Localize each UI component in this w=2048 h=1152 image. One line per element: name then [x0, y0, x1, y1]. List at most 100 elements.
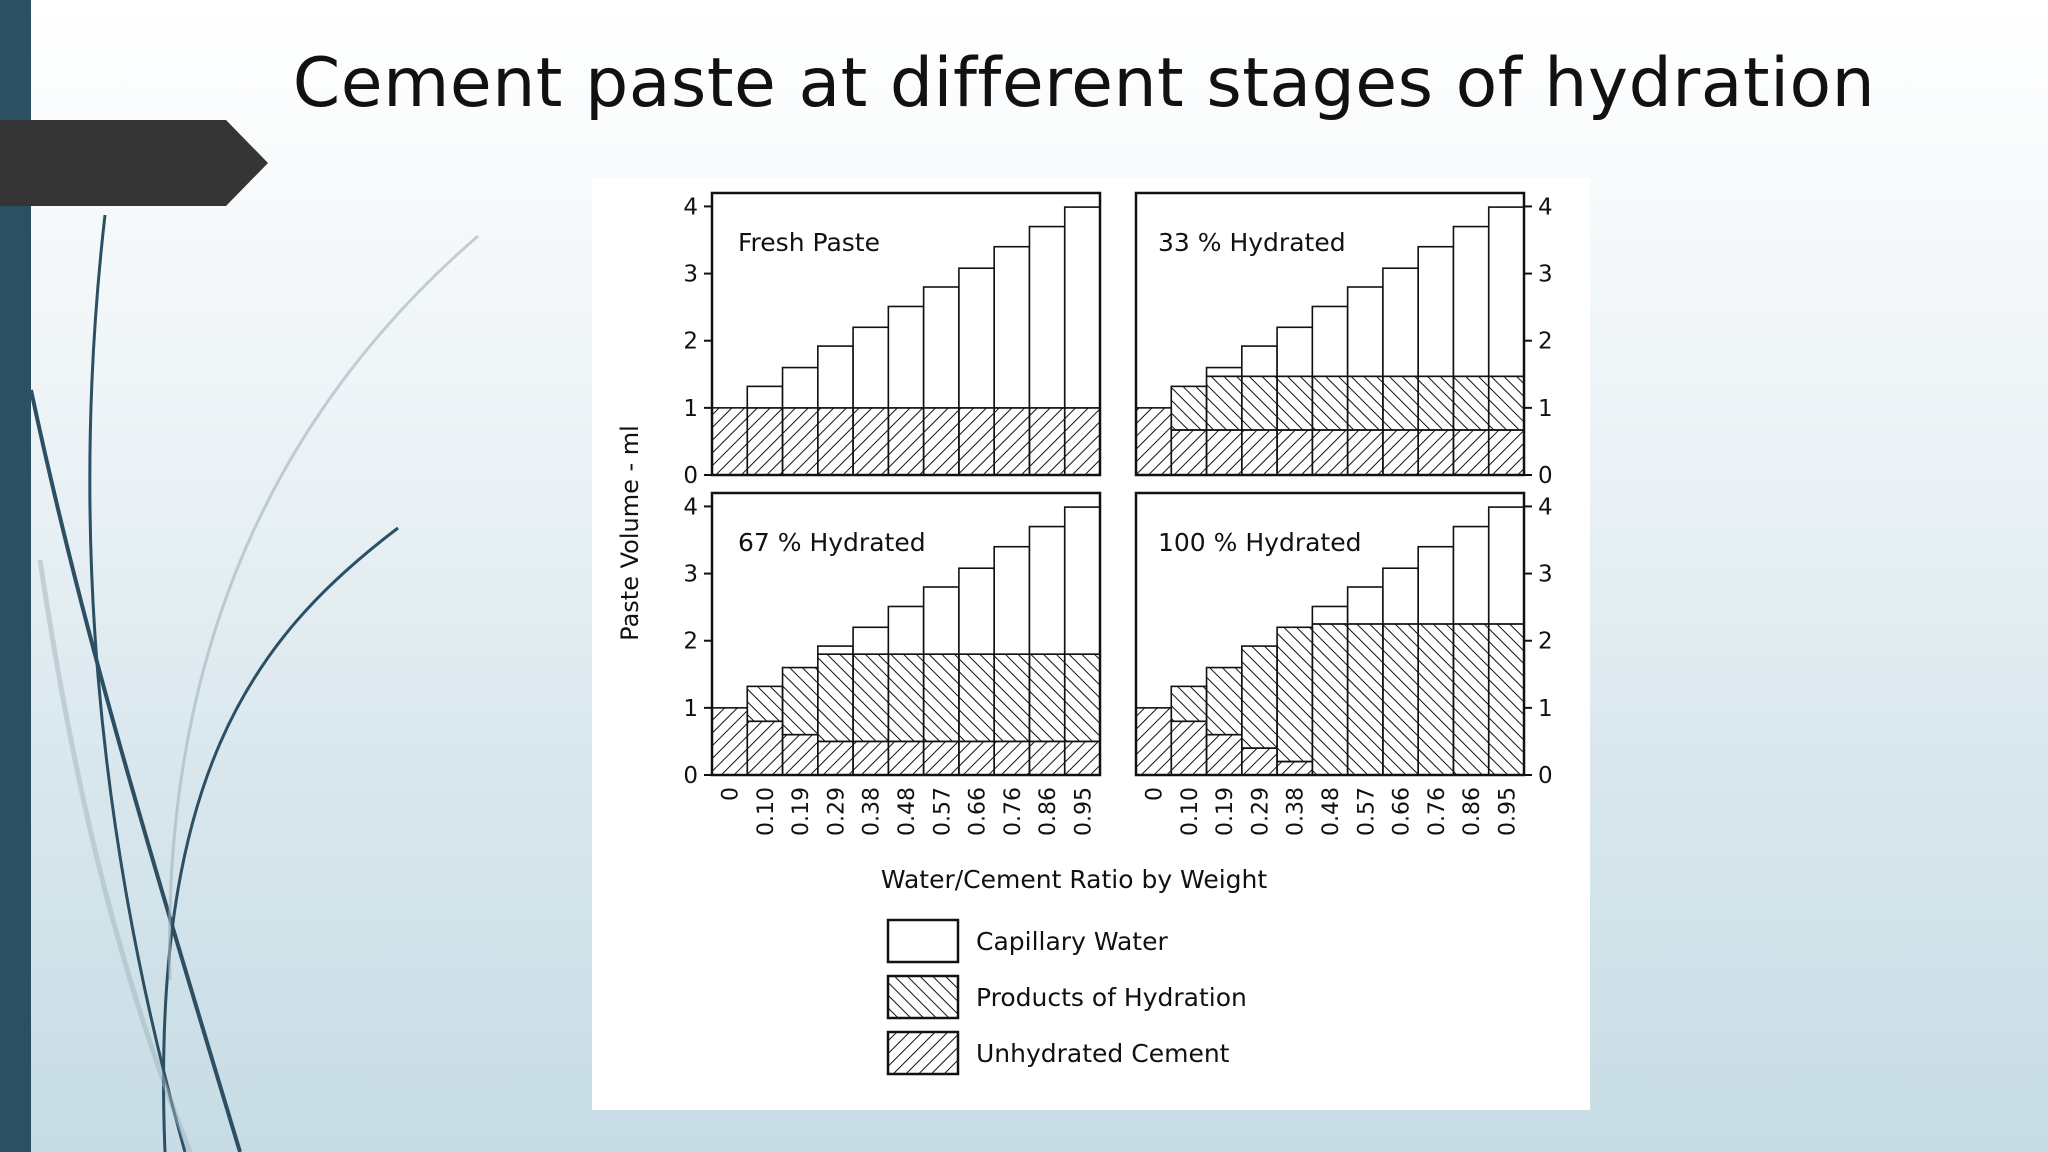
bar-unhydrated-4-4: [1276, 760, 1314, 776]
bar-products-4-7: [1382, 623, 1419, 776]
bar-capillary-1-3: [817, 345, 854, 409]
bar-unhydrated-3-3: [817, 740, 854, 776]
bar-products-2-6: [1346, 375, 1384, 431]
x-tick-label: 0.95: [1071, 787, 1096, 836]
panel-title: 100 % Hydrated: [1158, 528, 1361, 557]
x-tick-label: 0.66: [966, 787, 991, 836]
bar-capillary-1-4: [852, 326, 890, 409]
bar-products-2-2: [1205, 375, 1243, 431]
bar-capillary-3-7: [958, 567, 995, 655]
x-tick-label: 0.10: [754, 787, 779, 836]
bar-products-4-2: [1205, 666, 1243, 736]
tab-arrow-shape: [0, 120, 268, 206]
bar-unhydrated-3-4: [852, 740, 890, 776]
bar-capillary-4-7: [1382, 567, 1419, 625]
bar-capillary-4-6: [1346, 586, 1384, 625]
bar-unhydrated-3-7: [958, 740, 995, 776]
bar-products-2-1: [1170, 385, 1208, 431]
bar-capillary-1-2: [781, 366, 819, 409]
bar-products-2-5: [1311, 375, 1349, 431]
bar-capillary-2-3: [1241, 345, 1278, 378]
bar-unhydrated-2-10: [1487, 429, 1525, 476]
bar-capillary-2-8: [1417, 245, 1455, 378]
bar-unhydrated-4-1: [1170, 720, 1208, 776]
bar-capillary-1-7: [958, 267, 995, 409]
bar-unhydrated-2-7: [1382, 429, 1419, 476]
x-tick-label: 0.29: [1248, 787, 1273, 836]
panel-3: 0 1 2 3 4 67 % Hydrated 0 0.10 0.19 0.29 0.38 0.48 0…: [683, 491, 1102, 836]
legend-swatch-capillary: [886, 918, 960, 964]
x-tick-label: 0.48: [1319, 787, 1344, 836]
bar-capillary-1-10: [1063, 206, 1101, 409]
bar-products-2-10: [1487, 375, 1525, 431]
y-axis-label: Paste Volume - ml: [616, 425, 644, 641]
bar-unhydrated-3-10: [1063, 740, 1101, 776]
x-tick-label: 0.57: [930, 787, 955, 836]
y-tick-label: 2: [1538, 329, 1553, 355]
panel-frame: [1134, 491, 1526, 777]
x-tick-label: 0.29: [824, 787, 849, 836]
panel-frame: [710, 491, 1102, 777]
x-tick-label: 0.76: [1001, 787, 1026, 836]
x-tick-label: 0.38: [860, 787, 885, 836]
bar-products-4-10: [1487, 623, 1525, 776]
hydration-figure: 0 1 2 3 4 Fresh Paste 0 1 2 3 4 33 % Hydrated 0 1 2 3 4 6…: [592, 178, 1590, 1110]
bar-unhydrated-1-1: [746, 407, 784, 476]
bar-capillary-4-8: [1417, 545, 1455, 625]
x-tick-label: 0.57: [1354, 787, 1379, 836]
x-tick-label: 0.10: [1178, 787, 1203, 836]
y-tick-label: 2: [683, 629, 698, 655]
y-tick-label: 3: [1538, 562, 1553, 588]
y-tick-label: 0: [1538, 463, 1553, 489]
bar-products-2-4: [1276, 375, 1314, 431]
slide-title: Cement paste at different stages of hydr…: [292, 44, 1876, 123]
legend-label-unhydrated: Unhydrated Cement: [976, 1039, 1230, 1068]
bar-unhydrated-2-4: [1276, 429, 1314, 476]
bar-products-3-3: [817, 653, 854, 743]
bar-products-4-3: [1241, 645, 1278, 749]
x-tick-label: 0.86: [1460, 787, 1485, 836]
bar-capillary-3-5: [887, 605, 925, 655]
bar-unhydrated-1-5: [887, 407, 925, 476]
x-tick-label: 0.19: [789, 787, 814, 836]
bar-unhydrated-1-0: [711, 407, 749, 476]
bar-capillary-2-7: [1382, 267, 1419, 378]
bar-products-3-6: [922, 653, 960, 743]
bar-unhydrated-2-6: [1346, 429, 1384, 476]
bar-unhydrated-2-1: [1170, 429, 1208, 476]
y-tick-label: 1: [1538, 696, 1553, 722]
legend: Capillary Water Products of Hydration Unhy…: [886, 918, 1247, 1076]
legend-label-capillary: Capillary Water: [976, 927, 1168, 956]
y-tick-label: 4: [1538, 194, 1553, 220]
bar-capillary-1-5: [887, 305, 925, 409]
bar-capillary-3-10: [1063, 506, 1101, 655]
bar-unhydrated-1-2: [781, 407, 819, 476]
bar-products-3-8: [993, 653, 1031, 743]
panel-4: 0 1 2 3 4 100 % Hydrated 0 0.10 0.19 0.29 0.38 0.48…: [1134, 491, 1553, 836]
bar-products-4-4: [1276, 626, 1314, 763]
y-tick-label: 2: [1538, 629, 1553, 655]
bar-capillary-2-4: [1276, 326, 1314, 378]
bar-capillary-3-4: [852, 626, 890, 655]
legend-label-products: Products of Hydration: [976, 983, 1247, 1012]
bar-products-3-5: [887, 653, 925, 743]
bar-capillary-2-10: [1487, 206, 1525, 378]
y-tick-label: 0: [683, 763, 698, 789]
bar-unhydrated-2-5: [1311, 429, 1349, 476]
bar-capillary-2-5: [1311, 305, 1349, 378]
bar-unhydrated-3-5: [887, 740, 925, 776]
bar-unhydrated-3-8: [993, 740, 1031, 776]
y-tick-label: 4: [683, 194, 698, 220]
bar-unhydrated-4-3: [1241, 747, 1278, 776]
panel-2: 0 1 2 3 4 33 % Hydrated: [1134, 191, 1553, 489]
bar-capillary-2-2: [1205, 366, 1243, 378]
bar-unhydrated-1-9: [1028, 407, 1066, 476]
panel-title: 33 % Hydrated: [1158, 228, 1346, 257]
bar-capillary-1-6: [922, 286, 960, 409]
bar-products-2-8: [1417, 375, 1455, 431]
bar-products-4-1: [1170, 685, 1208, 723]
y-tick-label: 3: [683, 562, 698, 588]
y-tick-label: 3: [1538, 262, 1553, 288]
bar-unhydrated-2-0: [1135, 407, 1173, 476]
bar-products-2-3: [1241, 375, 1278, 431]
